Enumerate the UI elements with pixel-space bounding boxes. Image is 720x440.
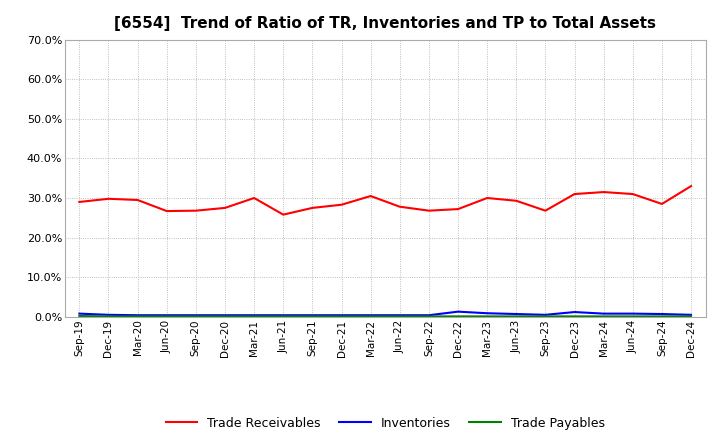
Trade Payables: [366, 314, 375, 319]
Inventories: [687, 312, 696, 317]
Line: Inventories: Inventories: [79, 312, 691, 315]
Trade Payables: [570, 314, 579, 319]
Inventories: [133, 312, 142, 318]
Inventories: [308, 312, 317, 318]
Trade Payables: [687, 314, 696, 319]
Trade Receivables: [220, 205, 229, 210]
Inventories: [337, 312, 346, 318]
Trade Payables: [657, 314, 666, 319]
Trade Receivables: [570, 191, 579, 197]
Inventories: [104, 312, 113, 317]
Trade Payables: [75, 313, 84, 319]
Trade Receivables: [599, 189, 608, 194]
Line: Trade Receivables: Trade Receivables: [79, 186, 691, 215]
Inventories: [163, 312, 171, 318]
Inventories: [483, 311, 492, 316]
Title: [6554]  Trend of Ratio of TR, Inventories and TP to Total Assets: [6554] Trend of Ratio of TR, Inventories…: [114, 16, 656, 32]
Trade Payables: [599, 314, 608, 319]
Trade Payables: [279, 314, 287, 319]
Trade Receivables: [395, 204, 404, 209]
Trade Payables: [220, 314, 229, 319]
Trade Payables: [629, 314, 637, 319]
Trade Receivables: [163, 209, 171, 214]
Trade Receivables: [104, 196, 113, 202]
Trade Payables: [308, 314, 317, 319]
Inventories: [541, 312, 550, 317]
Trade Payables: [395, 314, 404, 319]
Trade Payables: [133, 314, 142, 319]
Inventories: [570, 309, 579, 315]
Trade Payables: [163, 314, 171, 319]
Inventories: [220, 312, 229, 318]
Trade Receivables: [687, 183, 696, 189]
Trade Receivables: [512, 198, 521, 203]
Trade Receivables: [279, 212, 287, 217]
Trade Receivables: [250, 195, 258, 201]
Trade Payables: [483, 314, 492, 319]
Trade Receivables: [454, 206, 462, 212]
Inventories: [395, 312, 404, 318]
Inventories: [250, 312, 258, 318]
Trade Receivables: [192, 208, 200, 213]
Trade Receivables: [657, 201, 666, 206]
Inventories: [454, 309, 462, 314]
Trade Receivables: [308, 205, 317, 210]
Legend: Trade Receivables, Inventories, Trade Payables: Trade Receivables, Inventories, Trade Pa…: [161, 412, 610, 435]
Inventories: [629, 311, 637, 316]
Inventories: [512, 312, 521, 317]
Trade Receivables: [541, 208, 550, 213]
Trade Payables: [454, 314, 462, 319]
Trade Receivables: [629, 191, 637, 197]
Inventories: [366, 312, 375, 318]
Trade Payables: [250, 314, 258, 319]
Trade Payables: [192, 314, 200, 319]
Inventories: [279, 312, 287, 318]
Trade Payables: [337, 314, 346, 319]
Trade Payables: [541, 314, 550, 319]
Trade Receivables: [133, 197, 142, 202]
Inventories: [599, 311, 608, 316]
Inventories: [75, 311, 84, 316]
Inventories: [192, 312, 200, 318]
Trade Receivables: [483, 195, 492, 201]
Trade Receivables: [75, 199, 84, 205]
Trade Receivables: [425, 208, 433, 213]
Trade Payables: [425, 314, 433, 319]
Inventories: [425, 312, 433, 318]
Trade Payables: [104, 314, 113, 319]
Inventories: [657, 312, 666, 317]
Trade Receivables: [366, 193, 375, 198]
Trade Payables: [512, 314, 521, 319]
Trade Receivables: [337, 202, 346, 207]
